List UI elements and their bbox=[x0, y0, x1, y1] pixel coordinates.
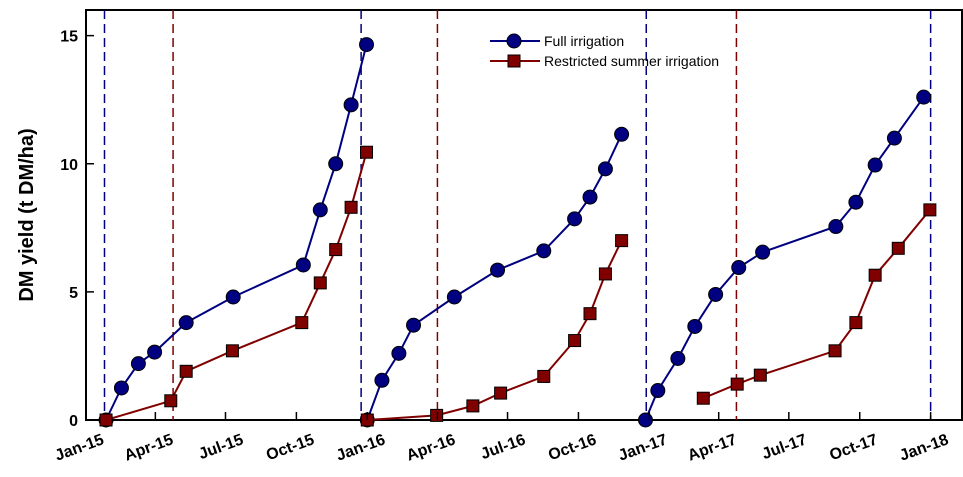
data-point bbox=[344, 200, 358, 214]
y-tick-label: 0 bbox=[69, 413, 78, 430]
data-point bbox=[328, 156, 344, 172]
data-point bbox=[614, 126, 630, 142]
data-point bbox=[313, 276, 327, 290]
series-line bbox=[105, 151, 368, 421]
data-point bbox=[891, 241, 905, 255]
data-point bbox=[597, 161, 613, 177]
data-point bbox=[506, 33, 522, 49]
x-tick-label: Jul-17 bbox=[760, 431, 809, 463]
x-tick-label: Apr-17 bbox=[686, 431, 740, 464]
data-point bbox=[430, 408, 444, 422]
data-point bbox=[731, 260, 747, 276]
data-point bbox=[295, 316, 309, 330]
data-point bbox=[598, 267, 612, 281]
data-point bbox=[567, 211, 583, 227]
x-tick-label: Jul-15 bbox=[197, 431, 246, 463]
data-point bbox=[828, 344, 842, 358]
x-tick-label: Jul-16 bbox=[479, 431, 528, 463]
data-point bbox=[329, 243, 343, 257]
data-point bbox=[446, 289, 462, 305]
data-point bbox=[295, 257, 311, 273]
data-point bbox=[867, 157, 883, 173]
x-tick-label: Apr-15 bbox=[122, 431, 176, 464]
data-point bbox=[99, 413, 113, 427]
data-point bbox=[507, 54, 521, 68]
x-tick-label: Oct-15 bbox=[264, 431, 317, 464]
y-tick-label: 10 bbox=[60, 157, 78, 174]
x-tick-label: Jan-16 bbox=[334, 431, 388, 464]
plot-frame bbox=[85, 9, 963, 421]
data-point bbox=[343, 97, 359, 113]
data-point bbox=[650, 383, 666, 399]
x-tick-label: Jan-17 bbox=[616, 431, 670, 464]
data-point bbox=[466, 399, 480, 413]
data-point bbox=[582, 189, 598, 205]
data-point bbox=[312, 202, 328, 218]
data-point bbox=[225, 289, 241, 305]
data-point bbox=[391, 345, 407, 361]
data-point bbox=[730, 377, 744, 391]
data-point bbox=[916, 89, 932, 105]
data-point bbox=[923, 203, 937, 217]
data-point bbox=[696, 391, 710, 405]
x-tick-label: Oct-17 bbox=[827, 431, 880, 464]
series-full-irrigation bbox=[98, 37, 932, 428]
data-point bbox=[494, 386, 508, 400]
series-line bbox=[366, 133, 623, 421]
legend-label: Full irrigation bbox=[544, 33, 624, 49]
series-layer bbox=[98, 37, 937, 428]
data-point bbox=[178, 315, 194, 331]
y-tick-label: 5 bbox=[69, 285, 78, 302]
x-tick-label: Jan-18 bbox=[897, 431, 951, 464]
x-tick-label: Jan-15 bbox=[53, 431, 107, 464]
x-tick-label: Apr-16 bbox=[404, 431, 458, 464]
data-point bbox=[147, 344, 163, 360]
y-tick-label: 15 bbox=[60, 29, 78, 46]
data-point bbox=[886, 130, 902, 146]
data-point bbox=[637, 412, 653, 428]
data-point bbox=[374, 372, 390, 388]
data-point bbox=[868, 268, 882, 282]
data-point bbox=[687, 318, 703, 334]
data-point bbox=[708, 286, 724, 302]
data-point bbox=[164, 394, 178, 408]
legend-label: Restricted summer irrigation bbox=[544, 53, 719, 69]
data-point bbox=[130, 356, 146, 372]
legend: Full irrigation Restricted summer irrigat… bbox=[490, 33, 719, 69]
data-point bbox=[583, 307, 597, 321]
data-point bbox=[755, 244, 771, 260]
series-line bbox=[644, 96, 925, 421]
data-point bbox=[568, 334, 582, 348]
data-point bbox=[615, 234, 629, 248]
plot-area bbox=[85, 9, 963, 421]
data-point bbox=[848, 194, 864, 210]
data-point bbox=[753, 368, 767, 382]
data-point bbox=[359, 37, 375, 53]
data-point bbox=[179, 364, 193, 378]
data-point bbox=[828, 219, 844, 235]
data-point bbox=[406, 317, 422, 333]
event-lines bbox=[103, 10, 932, 420]
data-point bbox=[670, 351, 686, 366]
data-point bbox=[536, 243, 552, 259]
data-point bbox=[113, 380, 129, 396]
data-point bbox=[225, 344, 239, 358]
data-point bbox=[537, 369, 551, 383]
data-point bbox=[849, 316, 863, 330]
x-tick-label: Oct-16 bbox=[546, 431, 599, 464]
series-restricted-irrigation bbox=[99, 145, 937, 427]
y-axis-label: DM yield (t DM/ha) bbox=[16, 128, 38, 301]
data-point bbox=[490, 262, 506, 278]
series-line bbox=[702, 209, 931, 400]
data-point bbox=[360, 145, 374, 159]
